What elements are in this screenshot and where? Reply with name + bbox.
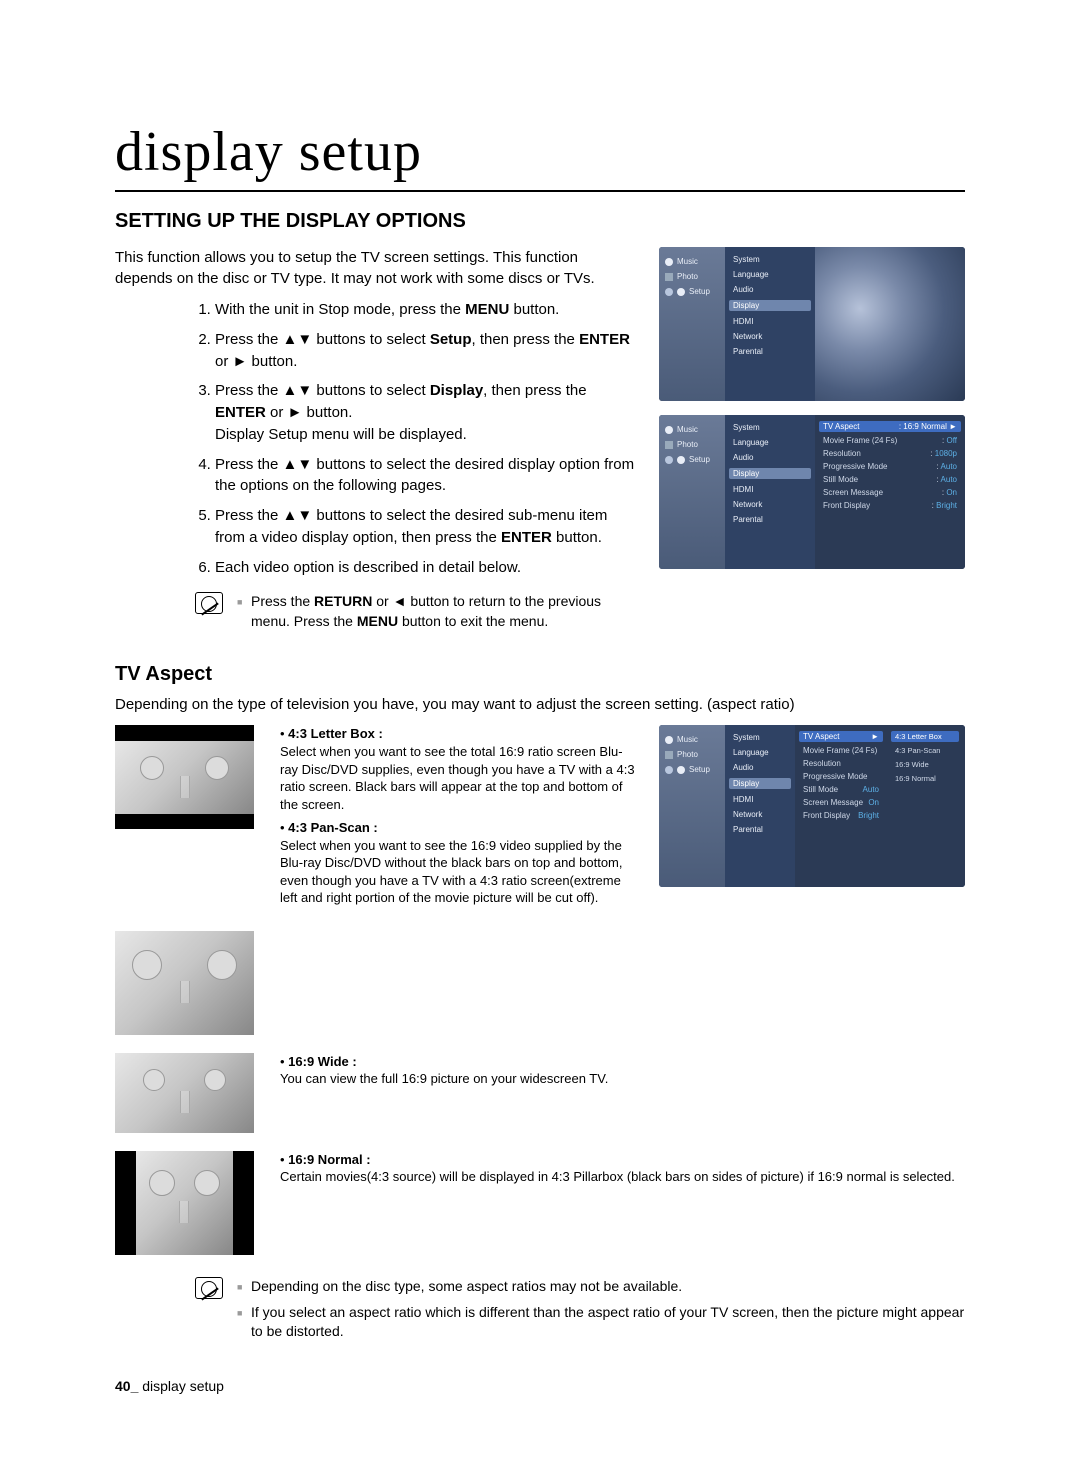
tv-menu-1: Music Photo Setup System Language Audio … — [659, 247, 965, 401]
step-4: Press the ▲▼ buttons to select the desir… — [215, 454, 637, 498]
illus-normal — [115, 1151, 254, 1255]
intro-text: This function allows you to setup the TV… — [115, 247, 637, 289]
step-6: Each video option is described in detail… — [215, 557, 637, 579]
illus-letterbox — [115, 725, 254, 829]
aspect-wide-text: • 16:9 Wide :You can view the full 16:9 … — [280, 1053, 965, 1094]
note-list-2: Depending on the disc type, some aspect … — [237, 1277, 965, 1348]
note-2-item-1: Depending on the disc type, some aspect … — [237, 1277, 965, 1297]
step-2: Press the ▲▼ buttons to select Setup, th… — [215, 329, 637, 373]
note-2-item-2: If you select an aspect ratio which is d… — [237, 1303, 965, 1342]
note-list-1: Press the RETURN or ◄ button to return t… — [237, 592, 637, 637]
note-icon — [195, 1277, 223, 1299]
page-footer: 40_ display setup — [115, 1378, 965, 1394]
tv-aspect-heading: TV Aspect — [115, 663, 965, 686]
steps-list: With the unit in Stop mode, press the ME… — [115, 299, 637, 578]
tv-menu-2: Music Photo Setup System Language Audio … — [659, 415, 965, 569]
illus-panscan — [115, 931, 254, 1035]
aspect-normal-text: • 16:9 Normal :Certain movies(4:3 source… — [280, 1151, 965, 1192]
tv-menu-3: Music Photo Setup System Language Audio … — [659, 725, 965, 887]
note-1-item: Press the RETURN or ◄ button to return t… — [237, 592, 637, 631]
step-5: Press the ▲▼ buttons to select the desir… — [215, 505, 637, 549]
step-1: With the unit in Stop mode, press the ME… — [215, 299, 637, 321]
note-icon — [195, 592, 223, 614]
tv-aspect-intro: Depending on the type of television you … — [115, 696, 965, 713]
aspect-letterbox-text: • 4:3 Letter Box :Select when you want t… — [280, 725, 639, 912]
step-3: Press the ▲▼ buttons to select Display, … — [215, 380, 637, 445]
illus-wide — [115, 1053, 254, 1133]
page-title: display setup — [115, 120, 965, 192]
section-heading: SETTING UP THE DISPLAY OPTIONS — [115, 210, 965, 233]
